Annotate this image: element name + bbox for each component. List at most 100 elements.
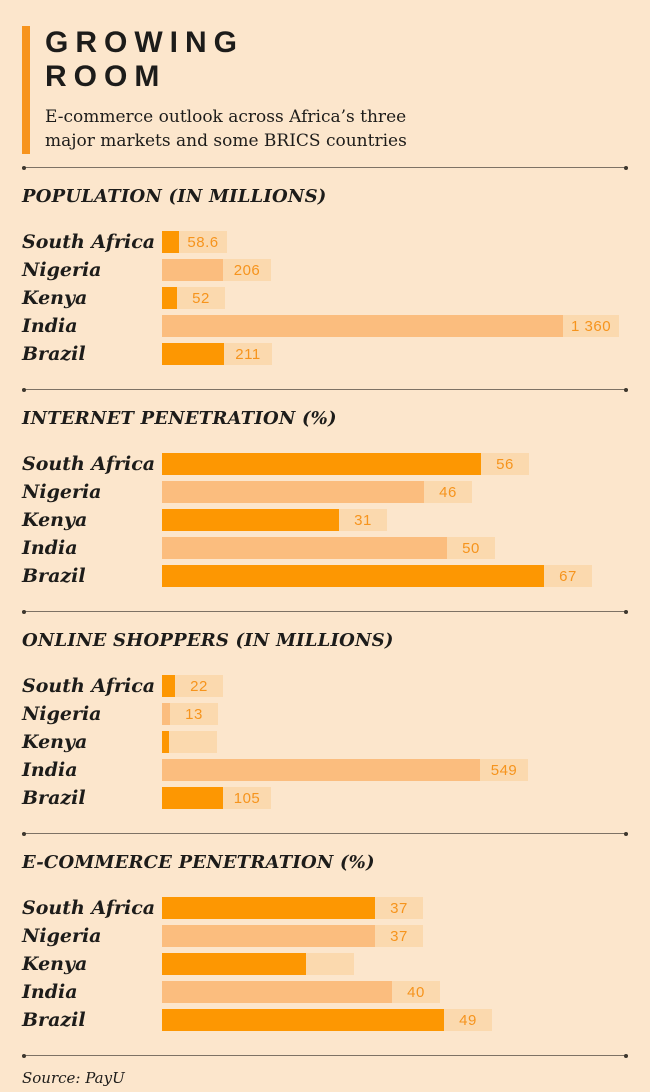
section-heading: ONLINE SHOPPERS (IN MILLIONS) xyxy=(22,630,394,652)
bar-row: South Africa 37 xyxy=(22,897,628,920)
bar-chart: South Africa 56 Nigeria 46 Kenya 31 xyxy=(22,453,628,588)
section-heading: INTERNET PENETRATION (%) xyxy=(22,408,337,430)
bar-row: Nigeria 13 xyxy=(22,703,628,726)
title-line-2: ROOM xyxy=(45,59,167,93)
country-label: Nigeria xyxy=(22,259,102,282)
subtitle-line-1: E-commerce outlook across Africa’s three xyxy=(45,106,407,127)
country-label: Brazil xyxy=(22,565,86,588)
bar-row: India 50 xyxy=(22,537,628,560)
bar xyxy=(162,287,177,310)
bar-track: 206 xyxy=(162,259,271,282)
country-label: South Africa xyxy=(22,897,156,920)
value-chip: 40 xyxy=(392,981,440,1004)
value-chip: 105 xyxy=(223,787,271,810)
bar-track: 37 xyxy=(162,925,423,948)
bar-row: India 1 360 xyxy=(22,315,628,338)
value-label: 40 xyxy=(407,983,425,1001)
source-credit: Source: PayU xyxy=(22,1069,125,1088)
section-population: POPULATION (IN MILLIONS) South Africa 58… xyxy=(22,168,628,389)
bar xyxy=(162,731,169,754)
value-label: 37 xyxy=(390,899,408,917)
value-chip: 37 xyxy=(375,925,423,948)
divider xyxy=(22,831,628,836)
value-chip: 549 xyxy=(480,759,528,782)
country-label: South Africa xyxy=(22,675,156,698)
country-label: Nigeria xyxy=(22,925,102,948)
bar-row: India 549 xyxy=(22,759,628,782)
bar xyxy=(162,703,170,726)
bar-track: 49 xyxy=(162,1009,492,1032)
bar-track: 56 xyxy=(162,453,529,476)
value-chip xyxy=(169,731,217,754)
section-internet-penetration: INTERNET PENETRATION (%) South Africa 56… xyxy=(22,390,628,611)
bar-track xyxy=(162,953,354,976)
value-label: 211 xyxy=(235,345,261,363)
value-label: 31 xyxy=(354,511,372,529)
bar xyxy=(162,759,480,782)
bar-track: 40 xyxy=(162,981,440,1004)
value-chip: 67 xyxy=(544,565,592,588)
value-chip: 13 xyxy=(170,703,218,726)
bar-track: 37 xyxy=(162,897,423,920)
bar-row: South Africa 56 xyxy=(22,453,628,476)
bar-row: Kenya 31 xyxy=(22,509,628,532)
bar xyxy=(162,787,223,810)
divider xyxy=(22,387,628,392)
value-chip: 58.6 xyxy=(179,231,227,254)
bar-row: Brazil 211 xyxy=(22,343,628,366)
section-heading: E-COMMERCE PENETRATION (%) xyxy=(22,852,375,874)
bar-row: Nigeria 46 xyxy=(22,481,628,504)
bar-row: India 40 xyxy=(22,981,628,1004)
value-label: 46 xyxy=(439,483,457,501)
bar xyxy=(162,453,481,476)
bar-row: Kenya xyxy=(22,953,628,976)
bar-row: Brazil 49 xyxy=(22,1009,628,1032)
country-label: Kenya xyxy=(22,731,88,754)
value-chip: 50 xyxy=(447,537,495,560)
value-label: 37 xyxy=(390,927,408,945)
value-label: 49 xyxy=(459,1011,477,1029)
bar-track: 13 xyxy=(162,703,218,726)
divider xyxy=(22,165,628,170)
country-label: Kenya xyxy=(22,953,88,976)
bar xyxy=(162,509,339,532)
value-label: 13 xyxy=(185,705,203,723)
page-subtitle: E-commerce outlook across Africa’s three… xyxy=(45,105,407,154)
bar xyxy=(162,925,375,948)
value-chip: 31 xyxy=(339,509,387,532)
country-label: India xyxy=(22,759,78,782)
bar-track: 549 xyxy=(162,759,528,782)
value-label: 58.6 xyxy=(187,233,219,251)
title-line-1: GROWING xyxy=(45,26,244,59)
bar-row: Kenya xyxy=(22,731,628,754)
value-label: 105 xyxy=(233,789,261,807)
value-label: 549 xyxy=(490,761,518,779)
bar-track: 22 xyxy=(162,675,223,698)
value-chip: 46 xyxy=(424,481,472,504)
bar-row: Brazil 105 xyxy=(22,787,628,810)
country-label: Brazil xyxy=(22,787,86,810)
country-label: Nigeria xyxy=(22,481,102,504)
value-label: 1 360 xyxy=(571,317,612,335)
value-label: 56 xyxy=(496,455,514,473)
bar-row: South Africa 22 xyxy=(22,675,628,698)
value-label: 22 xyxy=(190,677,208,695)
section-heading: POPULATION (IN MILLIONS) xyxy=(22,186,327,208)
header: GROWING ROOM E-commerce outlook across A… xyxy=(22,0,628,167)
bar xyxy=(162,897,375,920)
bar-track: 105 xyxy=(162,787,271,810)
divider xyxy=(22,609,628,614)
bar xyxy=(162,315,563,338)
bar xyxy=(162,675,175,698)
page-title: GROWING ROOM xyxy=(45,26,407,94)
value-chip: 49 xyxy=(444,1009,492,1032)
value-chip: 1 360 xyxy=(563,315,620,338)
bar-track: 211 xyxy=(162,343,272,366)
country-label: Nigeria xyxy=(22,703,102,726)
bar-track: 67 xyxy=(162,565,592,588)
section-ecommerce-penetration: E-COMMERCE PENETRATION (%) South Africa … xyxy=(22,834,628,1055)
value-chip: 206 xyxy=(223,259,271,282)
bar xyxy=(162,481,424,504)
bar xyxy=(162,259,223,282)
